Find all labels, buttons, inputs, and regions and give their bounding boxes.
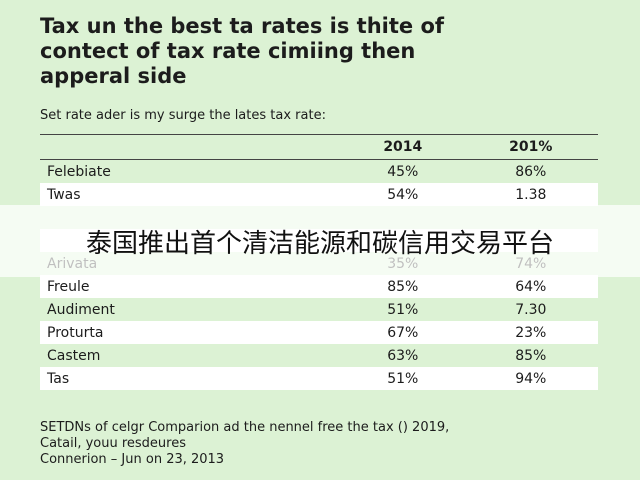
title-line: apperal side (40, 64, 187, 88)
table-row: Proturta 67% 23% (40, 321, 598, 344)
header-cell (40, 134, 342, 160)
table-cell: 51% (342, 367, 464, 390)
table-cell: 85% (342, 275, 464, 298)
footer-line: SETDNs of celgr Comparion ad the nennel … (40, 420, 450, 435)
table-cell: 1.38 (463, 183, 598, 206)
footer: SETDNs of celgr Comparion ad the nennel … (40, 420, 449, 468)
table-cell: 64% (463, 275, 598, 298)
table-cell: Twas (40, 183, 342, 206)
table-row: Tas 51% 94% (40, 367, 598, 390)
table-cell: 94% (463, 367, 598, 390)
table-cell: 85% (515, 347, 547, 364)
header-cell: 2014 (342, 134, 464, 160)
table-cell: Felebiate (47, 163, 111, 180)
table-cell: 45% (387, 163, 419, 180)
table-row: Felebiate 45% 86% (40, 160, 598, 184)
table-cell: 63% (387, 347, 419, 364)
header-cell: 201% (463, 134, 598, 160)
table-cell: 67% (342, 321, 464, 344)
table-row: Twas 54% 1.38 (40, 183, 598, 206)
header-row: 2014 201% (40, 134, 598, 160)
subtitle: Set rate ader is my surge the lates tax … (40, 108, 326, 123)
table-cell: Castem (47, 347, 101, 364)
footer-line: Catail, youu resdeures (40, 436, 187, 451)
table-row: Audiment 51% 7.30 (40, 298, 598, 321)
table-cell: Audiment (47, 301, 115, 318)
caption-overlay: 泰国推出首个清洁能源和碳信用交易平台 (0, 205, 640, 277)
table-cell: Tas (40, 367, 342, 390)
table-cell: 23% (463, 321, 598, 344)
title-line: contect of tax rate cimiing then (40, 39, 416, 63)
footer-line: Connerion – Jun on 23, 2013 (40, 452, 225, 467)
table-cell: 7.30 (515, 301, 547, 318)
table-cell: Proturta (40, 321, 342, 344)
table-row: Castem 63% 85% (40, 344, 598, 367)
table-cell: 54% (342, 183, 464, 206)
table-cell: 86% (515, 163, 547, 180)
table-cell: Freule (40, 275, 342, 298)
table-cell: 51% (387, 301, 419, 318)
title-line: Tax un the best ta rates is thite of (40, 14, 445, 38)
table-row: Freule 85% 64% (40, 275, 598, 298)
title: Tax un the best ta rates is thite of cont… (40, 14, 444, 89)
